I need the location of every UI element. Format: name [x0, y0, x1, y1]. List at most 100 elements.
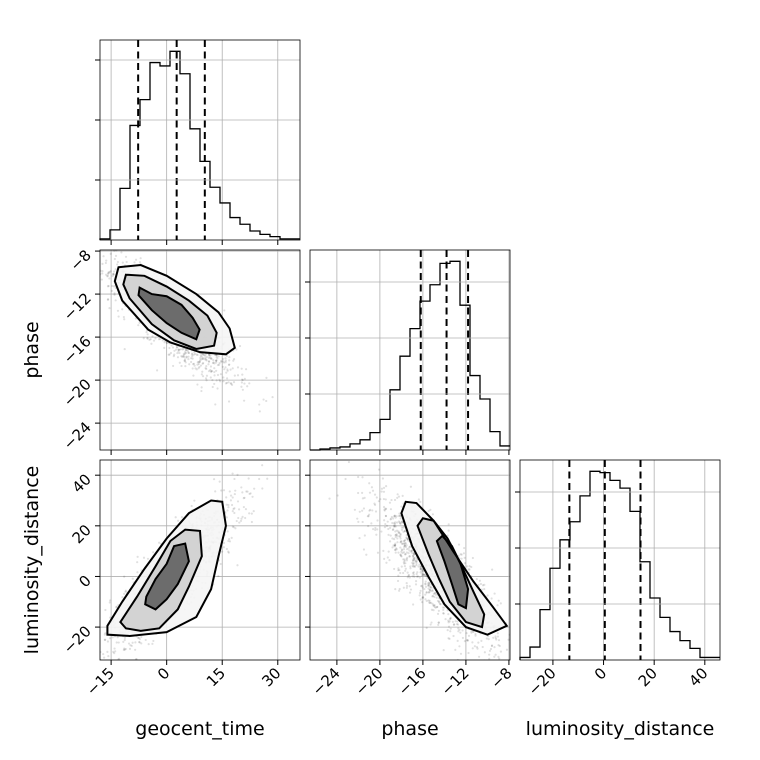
- scatter-point: [404, 553, 407, 556]
- scatter-point: [384, 514, 388, 518]
- scatter-point: [227, 363, 231, 366]
- scatter-point: [113, 652, 116, 655]
- scatter-point: [413, 575, 416, 578]
- scatter-point: [401, 551, 404, 555]
- scatter-point: [205, 355, 208, 359]
- scatter-point: [431, 595, 434, 598]
- scatter-point: [248, 492, 251, 496]
- scatter-point: [116, 636, 119, 639]
- scatter-point: [199, 356, 202, 360]
- scatter-point: [401, 494, 404, 497]
- scatter-point: [380, 487, 384, 490]
- scatter-point: [204, 353, 207, 356]
- scatter-point: [461, 636, 465, 640]
- scatter-point: [176, 356, 180, 359]
- scatter-point: [328, 497, 331, 500]
- scatter-point: [150, 342, 153, 345]
- scatter-point: [477, 641, 480, 644]
- scatter-point: [428, 582, 431, 585]
- scatter-point: [400, 548, 403, 551]
- scatter-point: [404, 538, 407, 542]
- scatter-point: [176, 351, 179, 355]
- scatter-point: [475, 577, 478, 581]
- scatter-point: [265, 399, 268, 403]
- scatter-point: [227, 550, 230, 553]
- scatter-point: [447, 625, 451, 628]
- scatter-point: [447, 621, 450, 624]
- scatter-point: [449, 630, 452, 633]
- scatter-point: [179, 348, 183, 351]
- scatter-point: [224, 382, 228, 385]
- scatter-point: [250, 520, 253, 524]
- scatter-point: [457, 543, 461, 546]
- scatter-point: [514, 692, 516, 694]
- scatter-point: [405, 551, 408, 554]
- scatter-point: [247, 477, 250, 480]
- scatter-point: [420, 574, 424, 577]
- scatter-point: [199, 359, 202, 362]
- scatter-point: [240, 486, 243, 489]
- scatter-point: [432, 604, 435, 607]
- scatter-point: [429, 508, 432, 511]
- scatter-point: [121, 261, 124, 264]
- scatter-point: [227, 381, 230, 384]
- scatter-point: [181, 348, 184, 351]
- scatter-point: [433, 604, 436, 607]
- scatter-point: [411, 564, 414, 567]
- scatter-point: [423, 587, 426, 591]
- scatter-point: [419, 565, 422, 568]
- scatter-point: [476, 647, 479, 650]
- scatter-point: [258, 403, 261, 406]
- scatter-point: [101, 242, 103, 244]
- scatter-point: [194, 367, 197, 370]
- scatter-point: [227, 506, 230, 509]
- scatter-point: [241, 388, 244, 391]
- scatter-point: [398, 569, 401, 572]
- scatter-point: [72, 273, 74, 275]
- scatter-point: [534, 661, 536, 663]
- scatter-point: [393, 514, 396, 517]
- scatter-point: [399, 522, 402, 525]
- scatter-point: [402, 571, 405, 575]
- scatter-point: [213, 382, 216, 386]
- scatter-point: [399, 535, 402, 538]
- scatter-point: [409, 588, 413, 591]
- scatter-point: [137, 324, 140, 327]
- scatter-point: [412, 558, 415, 561]
- scatter-point: [382, 497, 385, 501]
- scatter-point: [218, 378, 221, 381]
- scatter-point: [430, 586, 433, 589]
- scatter-point: [399, 514, 402, 518]
- scatter-point: [375, 496, 378, 499]
- scatter-point: [231, 472, 234, 475]
- scatter-point: [104, 261, 107, 265]
- scatter-point: [374, 528, 377, 531]
- scatter-point: [196, 361, 199, 364]
- scatter-point: [106, 275, 109, 278]
- scatter-point: [413, 565, 416, 568]
- scatter-point: [183, 359, 187, 362]
- scatter-point: [393, 522, 397, 526]
- scatter-point: [140, 642, 143, 645]
- scatter-point: [172, 354, 175, 358]
- scatter-point: [99, 246, 101, 248]
- scatter-point: [145, 331, 148, 334]
- scatter-point: [436, 605, 439, 609]
- scatter-point: [227, 551, 230, 554]
- scatter-point: [102, 656, 106, 659]
- scatter-point: [384, 507, 388, 511]
- scatter-point: [236, 473, 239, 476]
- scatter-point: [400, 542, 404, 545]
- scatter-point: [213, 367, 216, 370]
- scatter-point: [107, 654, 110, 658]
- scatter-point: [383, 509, 386, 512]
- scatter-point: [112, 285, 116, 288]
- scatter-point: [367, 524, 370, 528]
- scatter-point: [396, 534, 399, 537]
- scatter-point: [184, 361, 187, 364]
- scatter-point: [236, 564, 239, 567]
- scatter-point: [437, 621, 440, 624]
- scatter-point: [228, 490, 231, 493]
- scatter-point: [176, 346, 179, 349]
- scatter-point: [498, 657, 501, 660]
